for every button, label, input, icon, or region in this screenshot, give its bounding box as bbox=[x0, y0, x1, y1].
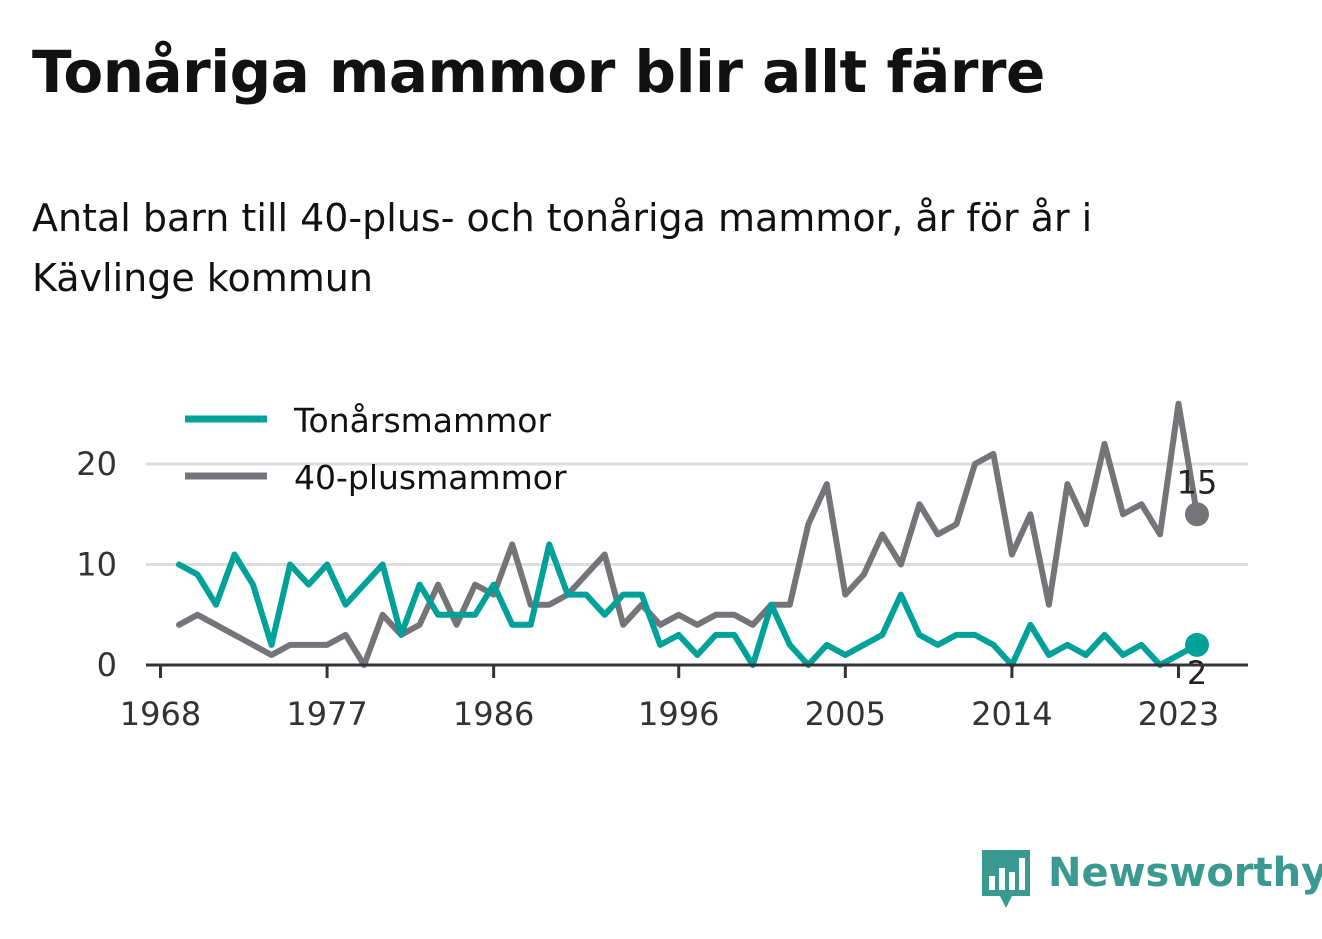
chart-subtitle: Antal barn till 40-plus- och tonåriga ma… bbox=[32, 196, 1093, 300]
x-tick-label: 1977 bbox=[286, 695, 367, 733]
end-label: 15 bbox=[1177, 463, 1218, 501]
series-line-teenage-mothers bbox=[176, 541, 1200, 668]
legend-label-40plus-mothers: 40-plusmammor bbox=[294, 458, 567, 497]
end-label: 2 bbox=[1187, 654, 1207, 692]
end-point-40plus-mothers bbox=[1185, 502, 1209, 527]
end-points: 2 15 bbox=[1177, 463, 1218, 692]
bar-chart-icon bbox=[982, 850, 1030, 908]
y-axis: 0 10 20 bbox=[76, 445, 117, 684]
brand-name: Newsworthy bbox=[1048, 850, 1322, 896]
x-tick-label: 2023 bbox=[1138, 695, 1219, 733]
y-tick-label: 20 bbox=[76, 445, 117, 483]
y-tick-label: 0 bbox=[97, 646, 117, 684]
series-line-40plus-mothers bbox=[176, 400, 1200, 668]
x-tick-label: 1968 bbox=[120, 695, 201, 733]
x-tick-label: 2005 bbox=[805, 695, 886, 733]
end-point-teenage-mothers bbox=[1185, 632, 1209, 657]
y-tick-label: 10 bbox=[76, 546, 117, 584]
legend-label-teenage-mothers: Tonårsmammor bbox=[293, 401, 551, 440]
x-tick-label: 1996 bbox=[638, 695, 719, 733]
x-axis: 1968 1977 1986 1996 2005 2014 2023 bbox=[120, 663, 1248, 733]
newsworthy-logo: Newsworthy bbox=[982, 850, 1322, 912]
x-tick-label: 1986 bbox=[453, 695, 534, 733]
legend: Tonårsmammor 40-plusmammor bbox=[185, 401, 567, 497]
chart-title: Tonåriga mammor blir allt färre bbox=[32, 38, 1045, 106]
series-lines bbox=[176, 400, 1200, 668]
x-tick-label: 2014 bbox=[971, 695, 1052, 733]
